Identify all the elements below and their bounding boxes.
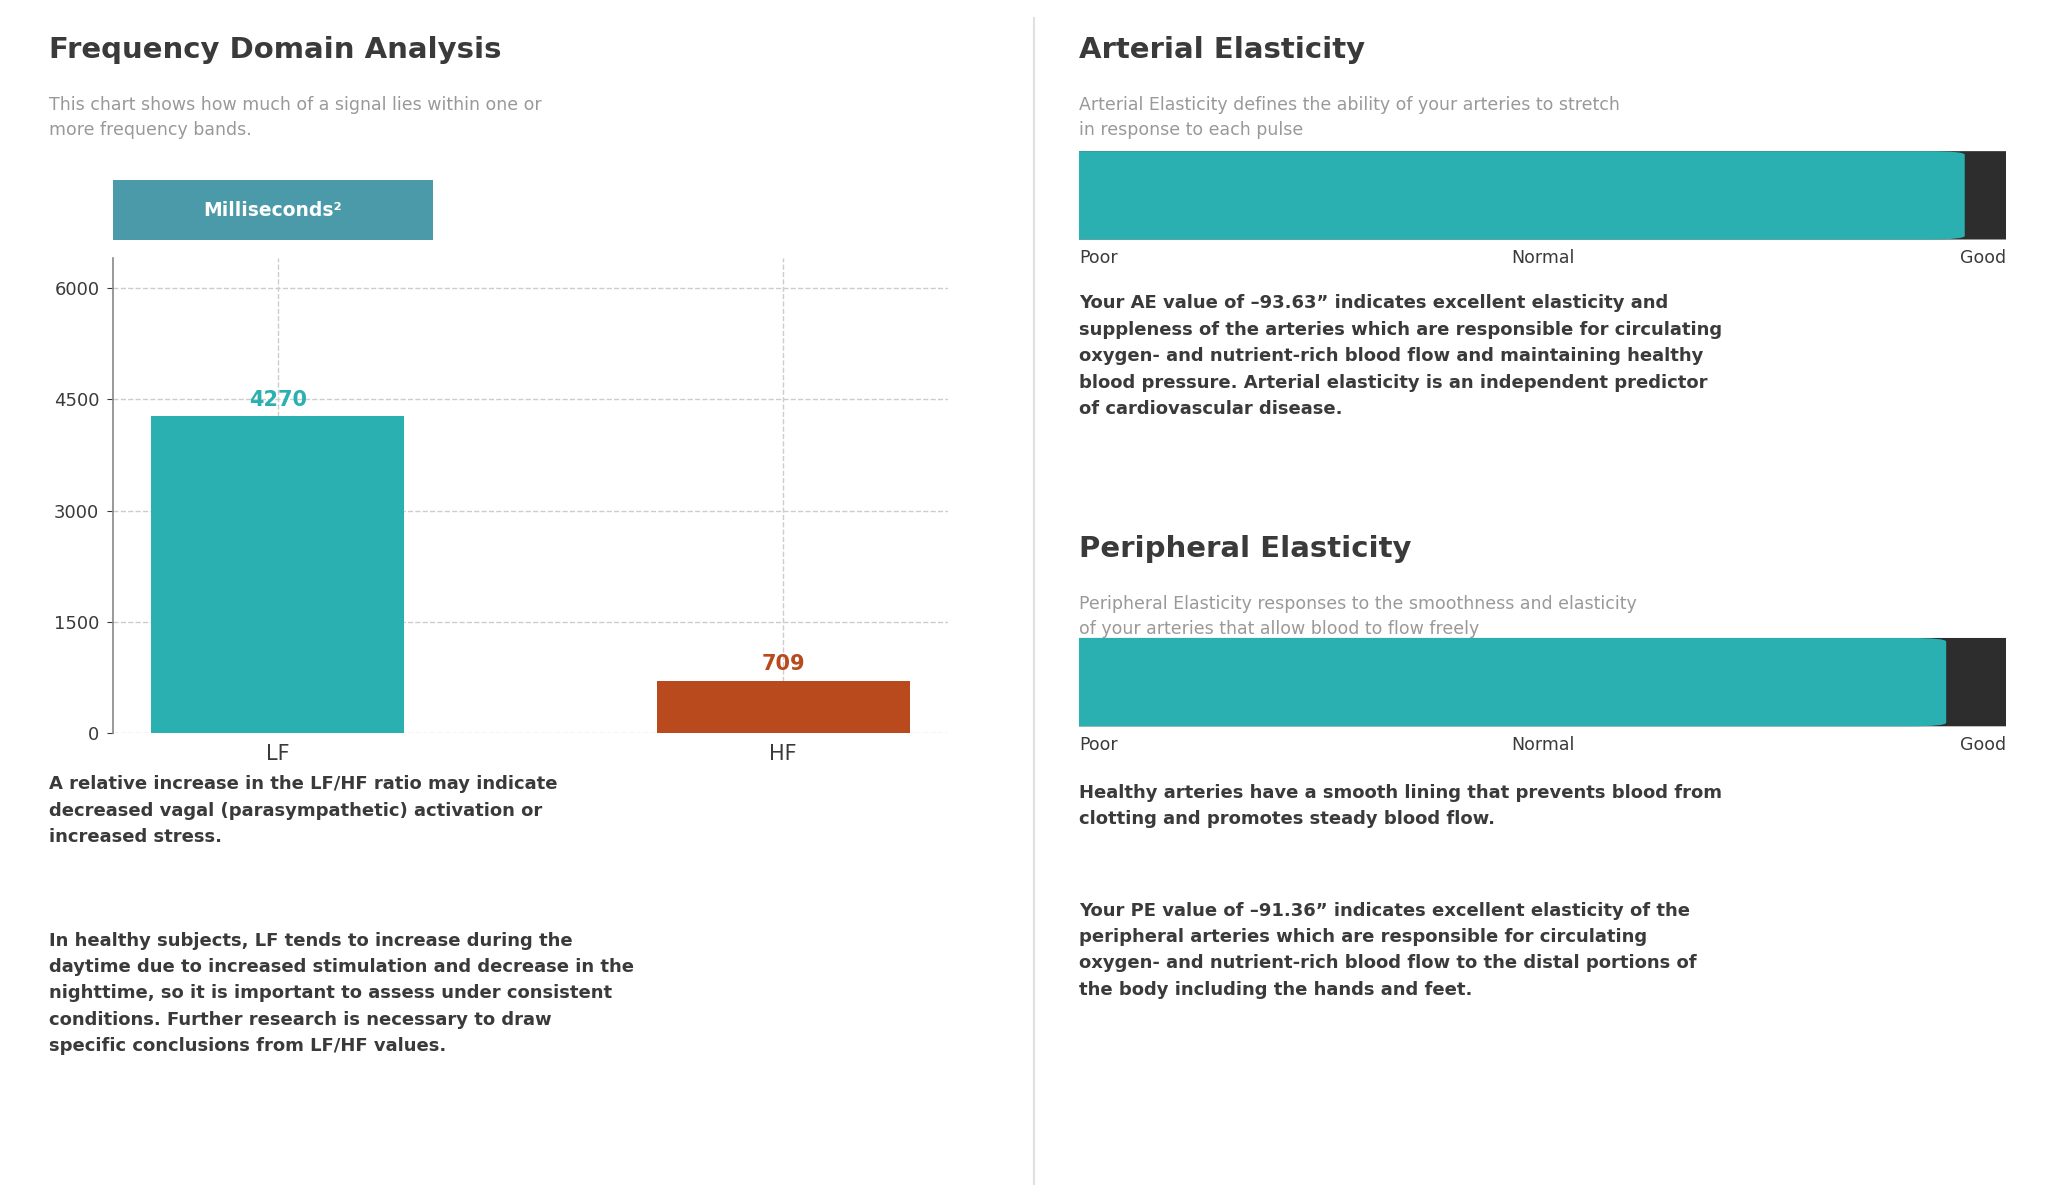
Text: 709: 709 [762,654,805,674]
FancyBboxPatch shape [1042,151,1965,239]
Text: Frequency Domain Analysis: Frequency Domain Analysis [49,36,503,64]
Text: Normal: Normal [1512,249,1574,267]
Text: This chart shows how much of a signal lies within one or
more frequency bands.: This chart shows how much of a signal li… [49,96,542,139]
Text: Your PE value of –91.36” indicates excellent elasticity of the
peripheral arteri: Your PE value of –91.36” indicates excel… [1079,902,1697,999]
Text: Poor: Poor [1079,736,1119,754]
Text: Good: Good [1961,736,2006,754]
Bar [657,680,911,733]
FancyBboxPatch shape [1042,638,1947,726]
Text: A relative increase in the LF/HF ratio may indicate
decreased vagal (parasympath: A relative increase in the LF/HF ratio m… [49,775,558,846]
Text: Peripheral Elasticity: Peripheral Elasticity [1079,535,1411,563]
Text: 4270: 4270 [249,389,307,410]
FancyBboxPatch shape [1042,638,2044,726]
Text: Good: Good [1961,249,2006,267]
FancyBboxPatch shape [74,173,472,248]
FancyBboxPatch shape [1042,151,2044,239]
Text: Arterial Elasticity: Arterial Elasticity [1079,36,1366,64]
Text: Peripheral Elasticity responses to the smoothness and elasticity
of your arterie: Peripheral Elasticity responses to the s… [1079,595,1638,638]
Text: Poor: Poor [1079,249,1119,267]
Text: Normal: Normal [1512,736,1574,754]
Text: Milliseconds²: Milliseconds² [204,201,342,220]
Text: Your AE value of –93.63” indicates excellent elasticity and
suppleness of the ar: Your AE value of –93.63” indicates excel… [1079,294,1722,418]
Text: Arterial Elasticity defines the ability of your arteries to stretch
in response : Arterial Elasticity defines the ability … [1079,96,1621,139]
Text: Healthy arteries have a smooth lining that prevents blood from
clotting and prom: Healthy arteries have a smooth lining th… [1079,784,1722,828]
Text: In healthy subjects, LF tends to increase during the
daytime due to increased st: In healthy subjects, LF tends to increas… [49,932,634,1055]
Bar [150,416,404,733]
